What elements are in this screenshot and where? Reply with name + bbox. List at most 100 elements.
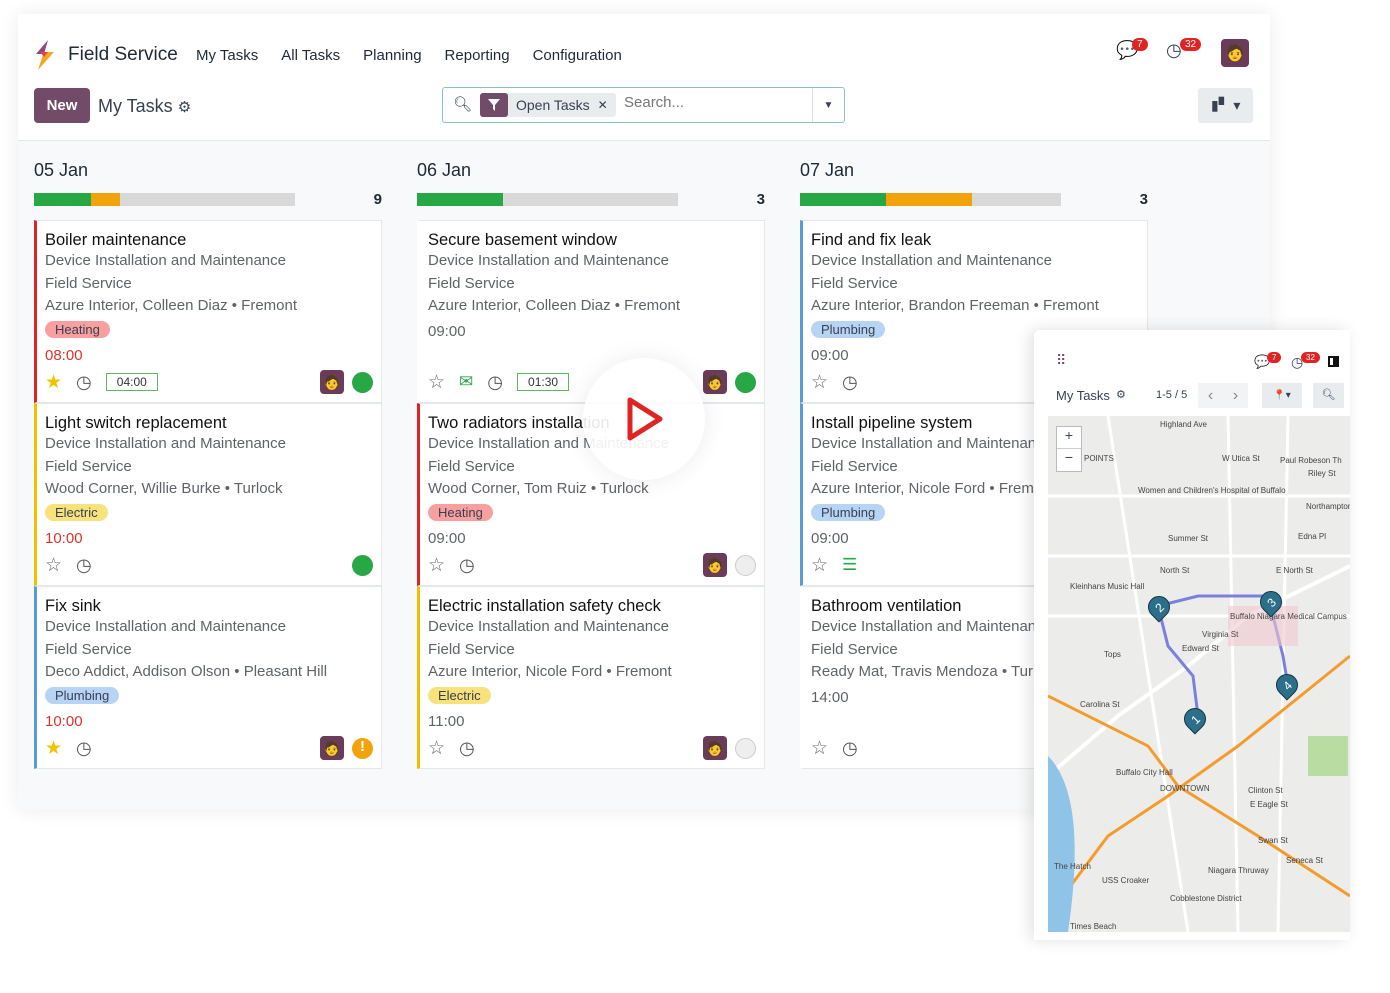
- nav-configuration[interactable]: Configuration: [532, 47, 622, 64]
- star-icon[interactable]: ☆: [811, 371, 829, 393]
- zoom-in-button[interactable]: +: [1057, 427, 1081, 449]
- clock-icon[interactable]: ◷: [76, 554, 92, 575]
- search-dropdown-toggle[interactable]: ▼: [812, 88, 844, 122]
- column-count: 3: [1139, 191, 1148, 208]
- map-label: Riley St: [1308, 469, 1336, 478]
- clock-icon[interactable]: ◷: [842, 737, 858, 758]
- task-time: 10:00: [45, 529, 83, 547]
- task-card[interactable]: Boiler maintenance Device Installation a…: [34, 220, 382, 403]
- kanban-column: 07 Jan 3: [800, 140, 1148, 208]
- map-label: DOWNTOWN: [1160, 784, 1210, 793]
- filter-facet: Open Tasks ✕: [480, 93, 616, 117]
- assignee-avatar[interactable]: 🧑: [320, 736, 344, 760]
- clock-icon[interactable]: ◷: [459, 554, 475, 575]
- remove-facet-icon[interactable]: ✕: [597, 98, 608, 112]
- pager-prev[interactable]: ‹: [1198, 383, 1223, 408]
- task-tag: Plumbing: [811, 503, 886, 521]
- task-customer: Deco Addict, Addison Olson • Pleasant Hi…: [45, 663, 328, 680]
- column-title: 05 Jan: [34, 160, 89, 180]
- play-video-button[interactable]: [583, 358, 705, 480]
- messages-button[interactable]: 💬 7: [1116, 38, 1148, 61]
- view-switcher-button[interactable]: ▮▘ ▾: [1198, 88, 1253, 123]
- assignee-avatar[interactable]: 🧑: [703, 553, 727, 577]
- pager-next[interactable]: ›: [1223, 383, 1248, 408]
- nav-planning[interactable]: Planning: [363, 47, 422, 64]
- column-title: 06 Jan: [417, 160, 472, 180]
- task-time: 14:00: [811, 688, 849, 706]
- column-progress-bar[interactable]: [34, 193, 295, 206]
- clock-icon[interactable]: ◷: [1291, 354, 1304, 370]
- task-name: Bathroom ventilation: [811, 597, 962, 615]
- task-tag: Electric: [428, 686, 491, 704]
- star-icon[interactable]: ☆: [45, 554, 63, 576]
- new-button[interactable]: New: [34, 88, 90, 123]
- star-filled-icon[interactable]: ★: [45, 371, 63, 393]
- star-icon[interactable]: ☆: [428, 737, 446, 759]
- card-footer: ★ ◷ 04:00 🧑: [45, 370, 373, 394]
- task-name: Light switch replacement: [45, 414, 227, 432]
- column-progress-bar[interactable]: [800, 193, 1061, 206]
- task-card[interactable]: Electric installation safety check Devic…: [417, 586, 765, 769]
- map-label: Kleinhans Music Hall: [1070, 582, 1145, 591]
- card-footer: ☆ ◷: [45, 554, 373, 576]
- map-label: Clinton St: [1248, 786, 1283, 795]
- map-view-button[interactable]: 📍▾: [1262, 383, 1302, 408]
- task-time: 09:00: [811, 346, 849, 364]
- task-tag: Heating: [45, 320, 110, 338]
- status-normal-icon[interactable]: [735, 737, 756, 759]
- gear-icon[interactable]: ⚙: [1116, 389, 1126, 401]
- map-label: The Hatch: [1054, 862, 1091, 871]
- task-name: Find and fix leak: [811, 231, 932, 249]
- star-filled-icon[interactable]: ★: [45, 737, 63, 759]
- map-canvas[interactable]: Highland Ave W Utica St Paul Robeson Th Ril…: [1048, 416, 1350, 932]
- nav-reporting[interactable]: Reporting: [444, 47, 510, 64]
- column-progress-bar[interactable]: [417, 193, 678, 206]
- app-brand[interactable]: Field Service: [68, 44, 178, 65]
- task-time: 09:00: [428, 529, 466, 547]
- task-time: 08:00: [45, 346, 83, 364]
- task-card[interactable]: Light switch replacement Device Installa…: [34, 403, 382, 586]
- clock-icon[interactable]: ◷: [76, 371, 92, 392]
- task-project: Device Installation and Maintenance: [811, 252, 1052, 269]
- activities-button[interactable]: ◷ 32: [1166, 38, 1202, 61]
- chat-icon[interactable]: 💬: [1254, 354, 1271, 369]
- star-icon[interactable]: ☆: [428, 371, 446, 393]
- nav-my-tasks[interactable]: My Tasks: [196, 47, 259, 64]
- nav-all-tasks[interactable]: All Tasks: [281, 47, 341, 64]
- sidebar-toggle-icon[interactable]: [1328, 356, 1339, 367]
- search-button[interactable]: 🔍︎: [1313, 383, 1344, 408]
- task-duration: 04:00: [105, 373, 158, 391]
- zoom-out-button[interactable]: −: [1064, 449, 1074, 465]
- clock-icon[interactable]: ◷: [842, 371, 858, 392]
- search-input[interactable]: [624, 94, 804, 111]
- status-normal-icon[interactable]: [735, 554, 756, 576]
- task-service: Field Service: [428, 457, 515, 475]
- gear-icon[interactable]: ⚙: [177, 99, 192, 116]
- star-icon[interactable]: ☆: [428, 554, 446, 576]
- kanban-view-icon: ▮▘ ▾: [1211, 97, 1241, 113]
- apps-menu-icon[interactable]: ⠿: [1056, 352, 1067, 368]
- star-icon[interactable]: ☆: [811, 737, 829, 759]
- task-tag: Heating: [428, 503, 493, 521]
- clock-icon[interactable]: ◷: [76, 737, 92, 758]
- task-service: Field Service: [811, 274, 898, 292]
- status-done-icon[interactable]: [735, 371, 756, 393]
- list-icon[interactable]: ☰: [842, 555, 858, 574]
- star-icon[interactable]: ☆: [811, 554, 829, 576]
- status-blocked-icon[interactable]: !: [352, 737, 373, 759]
- assignee-avatar[interactable]: 🧑: [320, 370, 344, 394]
- task-card[interactable]: Fix sink Device Installation and Mainten…: [34, 586, 382, 769]
- main-nav: My Tasks All Tasks Planning Reporting Co…: [196, 47, 622, 64]
- clock-icon[interactable]: ◷: [487, 371, 504, 392]
- task-service: Field Service: [811, 640, 898, 658]
- status-done-icon[interactable]: [352, 371, 373, 393]
- user-avatar[interactable]: 🧑: [1221, 39, 1249, 67]
- task-card[interactable]: Secure basement window Device Installati…: [417, 220, 765, 403]
- status-done-icon[interactable]: [352, 554, 373, 576]
- card-footer: ☆ ◷: [811, 737, 1139, 759]
- email-icon[interactable]: ✉: [459, 372, 474, 391]
- assignee-avatar[interactable]: 🧑: [703, 370, 727, 394]
- clock-icon[interactable]: ◷: [459, 737, 475, 758]
- assignee-avatar[interactable]: 🧑: [703, 736, 727, 760]
- page-title: My Tasks ⚙: [98, 96, 191, 117]
